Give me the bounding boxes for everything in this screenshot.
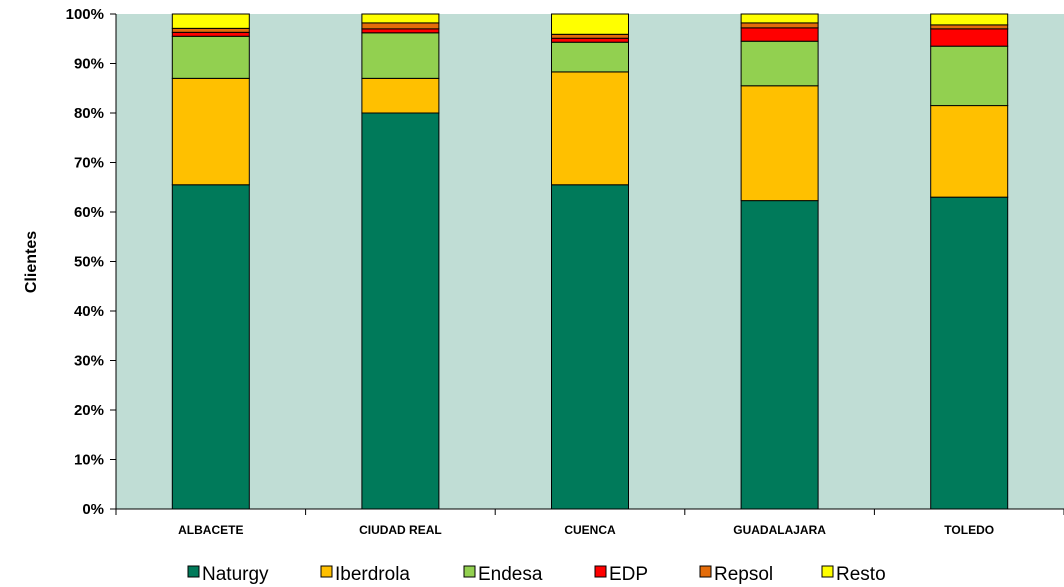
bar-segment-repsol xyxy=(551,33,629,39)
y-tick-label: 100% xyxy=(66,6,104,23)
x-axis-ticks: ALBACETE CIUDAD REAL CUENCA GUADALAJARA TOLE… xyxy=(115,509,1064,537)
bar-segment-edp xyxy=(740,27,819,42)
legend-label-edp: EDP xyxy=(609,564,648,585)
legend-label-endesa: Endesa xyxy=(478,564,543,585)
y-tick-label: 40% xyxy=(74,303,104,320)
legend-swatch-endesa xyxy=(463,565,476,578)
legend-swatch-iberdrola xyxy=(320,565,333,578)
legend-label-naturgy: Naturgy xyxy=(202,564,269,585)
bar-segment-edp xyxy=(930,28,1009,47)
legend-swatch-naturgy xyxy=(187,565,200,578)
bar-segment-endesa xyxy=(740,40,819,87)
bar-segment-resto xyxy=(551,13,629,35)
bar-segment-edp xyxy=(361,28,440,34)
bar-segment-endesa xyxy=(361,32,440,79)
bar-segment-resto xyxy=(740,13,819,24)
y-axis-label: Clientes xyxy=(23,231,40,293)
y-axis-ticks: 0% 10% 20% 30% 40% 50% 60% 70% 80% 90% 100% xyxy=(66,6,116,518)
bar-segment-iberdrola xyxy=(551,71,629,186)
bar-segment-resto xyxy=(171,13,250,29)
bar-segment-resto xyxy=(930,13,1009,26)
bar-segment-repsol xyxy=(740,22,819,29)
bar-segment-endesa xyxy=(171,35,250,79)
bar-segment-iberdrola xyxy=(740,85,819,202)
y-tick-label: 50% xyxy=(74,254,104,271)
bar-segment-naturgy xyxy=(740,200,819,510)
x-tick-label: TOLEDO xyxy=(944,523,994,537)
bar-segment-iberdrola xyxy=(171,77,250,186)
y-tick-label: 80% xyxy=(74,105,104,122)
bar-segment-naturgy xyxy=(551,184,629,510)
bar-segment-iberdrola xyxy=(361,77,440,114)
legend-label-resto: Resto xyxy=(836,564,886,585)
y-tick-label: 70% xyxy=(74,155,104,172)
bar-segment-repsol xyxy=(361,22,440,30)
bars-layer xyxy=(171,13,1009,510)
bar-segment-repsol xyxy=(930,24,1009,30)
legend-swatch-resto xyxy=(821,565,834,578)
y-tick-label: 0% xyxy=(82,501,104,518)
legend-label-repsol: Repsol xyxy=(714,564,773,585)
x-tick-label: GUADALAJARA xyxy=(733,523,826,537)
legend-label-iberdrola: Iberdrola xyxy=(335,564,410,585)
y-tick-label: 10% xyxy=(74,452,104,469)
x-tick-label: ALBACETE xyxy=(178,523,243,537)
bar-segment-endesa xyxy=(930,45,1009,107)
bar-segment-naturgy xyxy=(930,196,1009,510)
y-tick-label: 20% xyxy=(74,402,104,419)
bar-segment-iberdrola xyxy=(930,105,1009,198)
bar-segment-endesa xyxy=(551,41,629,73)
bar-segment-resto xyxy=(361,13,440,24)
legend: Naturgy Iberdrola Endesa EDP Repsol Resto xyxy=(187,564,886,585)
y-tick-label: 30% xyxy=(74,353,104,370)
x-tick-label: CIUDAD REAL xyxy=(359,523,442,537)
legend-swatch-edp xyxy=(594,565,607,578)
bar-segment-edp xyxy=(551,37,629,43)
y-tick-label: 90% xyxy=(74,56,104,73)
bar-segment-repsol xyxy=(171,27,250,33)
bar-segment-edp xyxy=(171,31,250,37)
bar-segment-naturgy xyxy=(361,112,440,510)
legend-swatch-repsol xyxy=(699,565,712,578)
x-tick-label: CUENCA xyxy=(564,523,616,537)
bar-segment-naturgy xyxy=(171,184,250,510)
y-tick-label: 60% xyxy=(74,204,104,221)
